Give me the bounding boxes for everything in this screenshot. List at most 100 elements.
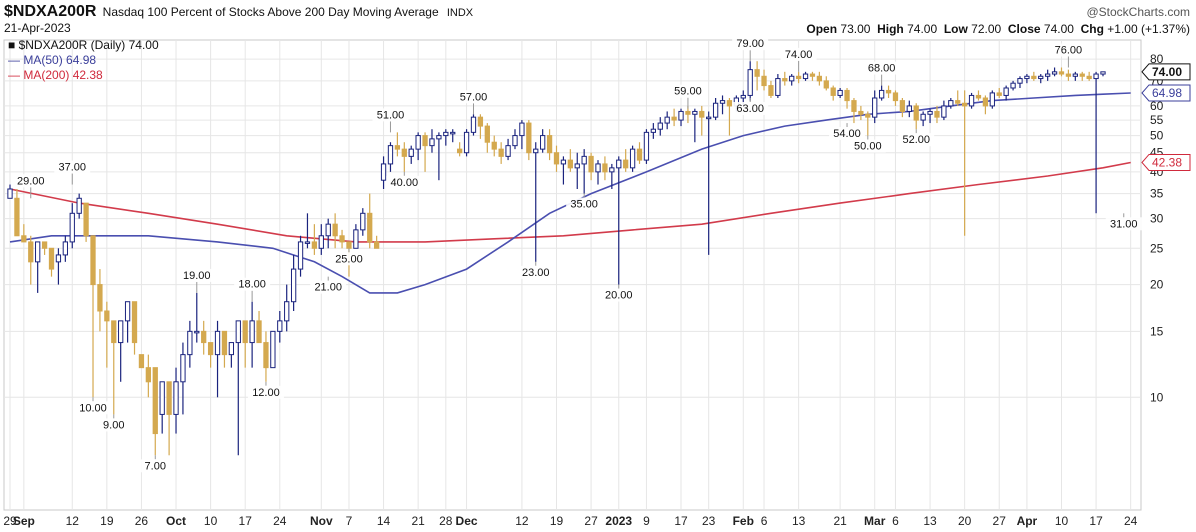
candle (318, 224, 324, 255)
candle (567, 149, 573, 172)
candle-body (28, 241, 34, 263)
candle (747, 61, 753, 101)
candle (1065, 69, 1072, 81)
annotation-label: 37.00 (58, 162, 86, 174)
candle-body (927, 110, 933, 115)
candle (76, 193, 82, 219)
candle-body (865, 113, 871, 118)
x-tick-label: Apr (1017, 514, 1038, 528)
annotation-bg (732, 37, 769, 51)
y-tick-label: 10 (1150, 390, 1164, 404)
annotation-label: 68.00 (868, 63, 896, 75)
candle (588, 152, 594, 181)
candle-body (540, 135, 546, 150)
candle (844, 87, 850, 109)
candle (837, 87, 843, 98)
candle (1003, 85, 1009, 101)
candle-body (533, 148, 539, 154)
annotation-bg (234, 277, 271, 291)
candle (830, 85, 836, 101)
chg-value: +1.00 (+1.37%) (1107, 22, 1190, 36)
candle (339, 229, 345, 249)
candle (699, 105, 705, 136)
candle (685, 105, 691, 124)
candle (1024, 74, 1030, 84)
candle-body (609, 167, 615, 173)
candle (761, 69, 767, 91)
price-tag-box (1141, 153, 1191, 171)
annotation-label: 35.00 (570, 199, 598, 211)
annotation: 37.00 (54, 160, 91, 185)
x-tick-label: 19 (100, 514, 114, 528)
x-tick-label: 14 (377, 514, 391, 528)
symbol: $NDXA200R (4, 3, 97, 20)
candle (941, 100, 947, 121)
legend: ■ $NDXA200R (Daily) 74.00 — MA(50) 64.98… (8, 38, 159, 83)
candle-body (816, 75, 823, 82)
candle (872, 90, 878, 124)
candle (664, 111, 670, 130)
annotation-bg (54, 160, 91, 174)
x-tick-label: 21 (833, 514, 847, 528)
candle-body (823, 80, 829, 89)
candle (373, 235, 380, 249)
ma50-path (9, 92, 1131, 294)
y-tick-label: 30 (1150, 212, 1164, 226)
candle (443, 129, 449, 146)
candle (429, 129, 435, 153)
candle-body (623, 159, 629, 169)
candle-body (325, 223, 331, 237)
candle (35, 241, 41, 293)
exchange: INDX (446, 7, 474, 19)
candle-body (360, 212, 366, 231)
candle-body (436, 135, 442, 140)
candle-body (650, 128, 656, 133)
open-label: Open (806, 22, 838, 36)
price-tag: 74.00 (1141, 63, 1191, 81)
candle-body (782, 78, 788, 82)
annotation: 51.00 (372, 108, 409, 133)
candle-body (242, 320, 248, 344)
annotation-bg (386, 175, 423, 189)
annotation-bg (669, 84, 706, 98)
candle (1072, 71, 1078, 81)
candle (1058, 67, 1065, 77)
candle (194, 292, 200, 343)
annotation: 9.00 (98, 414, 129, 432)
candle (83, 202, 89, 242)
candle-body (118, 320, 124, 344)
candle (7, 184, 13, 199)
description: Nasdaq 100 Percent of Stocks Above 200 D… (102, 5, 439, 19)
annotation-label: 40.00 (391, 177, 419, 189)
candle-body (678, 110, 684, 121)
close-value: 74.00 (1043, 22, 1074, 36)
candle-body (55, 254, 62, 263)
candle-body (270, 330, 276, 369)
candle-body (131, 301, 138, 344)
annotation-label: 7.00 (145, 460, 166, 472)
annotation: 12.00 (247, 381, 284, 399)
price-tag-label: 74.00 (1152, 65, 1182, 79)
candle (28, 235, 34, 285)
annotation: 25.00 (330, 248, 367, 266)
candle (505, 138, 511, 161)
candle-body (872, 97, 878, 118)
candle (512, 129, 518, 150)
candle-body (277, 320, 283, 332)
candle-body (643, 131, 650, 161)
candle (706, 111, 712, 255)
candle-body (962, 102, 968, 107)
x-tick-label: Feb (733, 514, 754, 528)
candle (311, 224, 318, 255)
candle (1079, 71, 1085, 81)
candle-body (104, 310, 110, 322)
candle-body (401, 148, 407, 157)
candle-body (415, 135, 421, 150)
candle (235, 320, 241, 456)
candle (387, 142, 394, 172)
legend-ma50: — MA(50) 64.98 (8, 53, 97, 67)
candle (996, 87, 1002, 98)
annotation-bg (1050, 43, 1087, 57)
candle (325, 218, 331, 249)
candle (623, 149, 629, 172)
